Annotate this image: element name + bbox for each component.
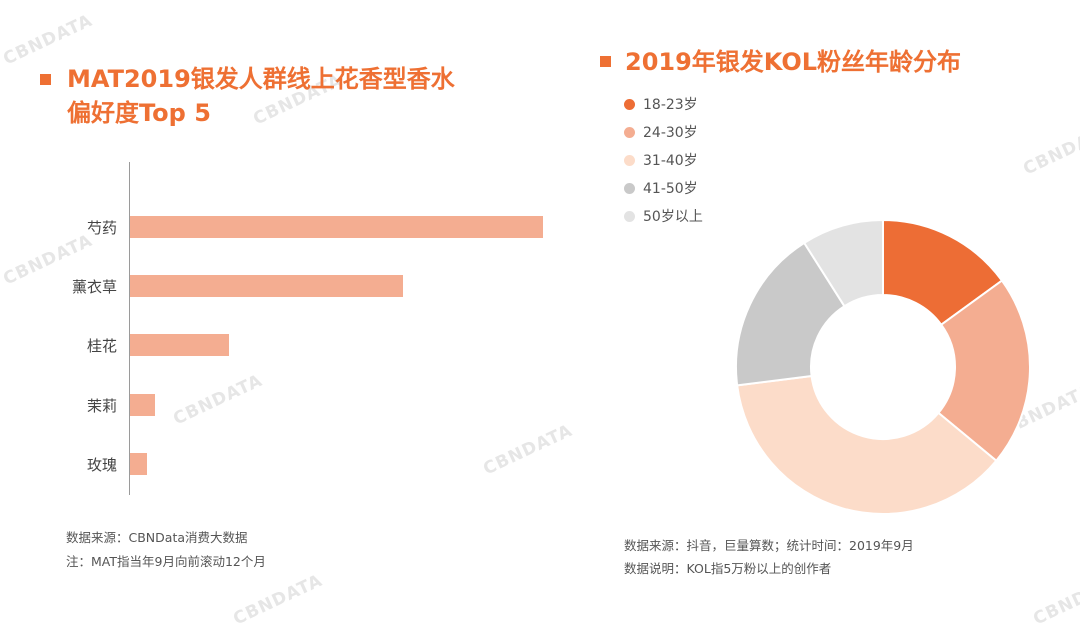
right-source-note: 数据来源：抖音，巨量算数；统计时间：2019年9月 — [624, 538, 914, 553]
legend-item: 24-30岁 — [624, 122, 698, 142]
bar-category-label: 桂花 — [86, 337, 117, 355]
left-title-line1: MAT2019银发人群线上花香型香水 — [67, 65, 455, 93]
donut-slice-3 — [736, 374, 998, 515]
left-source-note: 数据来源：CBNData消费大数据 — [66, 530, 248, 545]
legend-item: 50岁以上 — [624, 206, 703, 226]
bar-1 — [130, 216, 543, 238]
legend-label: 24-30岁 — [643, 125, 698, 141]
bar-2 — [130, 275, 403, 297]
legend-swatch — [624, 98, 635, 110]
watermark-text: CBNDATA — [480, 420, 576, 480]
watermark-text: CBNDATA — [1020, 120, 1080, 180]
watermark-text: CBNDATA — [170, 370, 266, 430]
legend-swatch — [624, 154, 635, 166]
legend-swatch — [624, 210, 635, 222]
bar-category-label: 玫瑰 — [86, 456, 117, 474]
right-title: 2019年银发KOL粉丝年龄分布 — [600, 45, 961, 79]
left-title-line2: 偏好度Top 5 — [67, 99, 211, 127]
legend-swatch — [624, 182, 635, 194]
title-square-icon — [600, 56, 611, 67]
legend-label: 31-40岁 — [643, 153, 698, 169]
left-title: MAT2019银发人群线上花香型香水 偏好度Top 5 — [40, 62, 455, 130]
watermark-text: CBNDATA — [1000, 380, 1080, 440]
legend-label: 18-23岁 — [643, 97, 698, 113]
left-title-text: MAT2019银发人群线上花香型香水 偏好度Top 5 — [67, 62, 455, 130]
legend-label: 41-50岁 — [643, 181, 698, 197]
title-square-icon — [40, 74, 51, 85]
bar-category-label: 薰衣草 — [71, 278, 117, 296]
watermark-text: CBNDATA — [760, 270, 856, 330]
legend-swatch — [624, 126, 635, 138]
watermark-text: CBNDATA — [230, 570, 326, 629]
bar-5 — [130, 453, 147, 475]
bar-category-label: 芍药 — [86, 219, 117, 237]
right-definition-note: 数据说明：KOL指5万粉以上的创作者 — [624, 561, 832, 576]
donut-slice-1 — [882, 218, 1004, 327]
bar-category-label: 茉莉 — [86, 397, 117, 415]
watermark-text: CBNDATA — [1030, 570, 1080, 629]
legend-item: 31-40岁 — [624, 150, 698, 170]
legend-item: 18-23岁 — [624, 94, 698, 114]
left-mat-note: 注：MAT指当年9月向前滚动12个月 — [66, 554, 266, 569]
legend-item: 41-50岁 — [624, 178, 698, 198]
watermark-text: CBNDATA — [0, 10, 96, 70]
right-title-text: 2019年银发KOL粉丝年龄分布 — [625, 48, 962, 76]
bar-chart-axis — [129, 162, 130, 495]
legend-label: 50岁以上 — [643, 209, 703, 225]
bar-3 — [130, 334, 230, 356]
bar-4 — [130, 394, 155, 416]
